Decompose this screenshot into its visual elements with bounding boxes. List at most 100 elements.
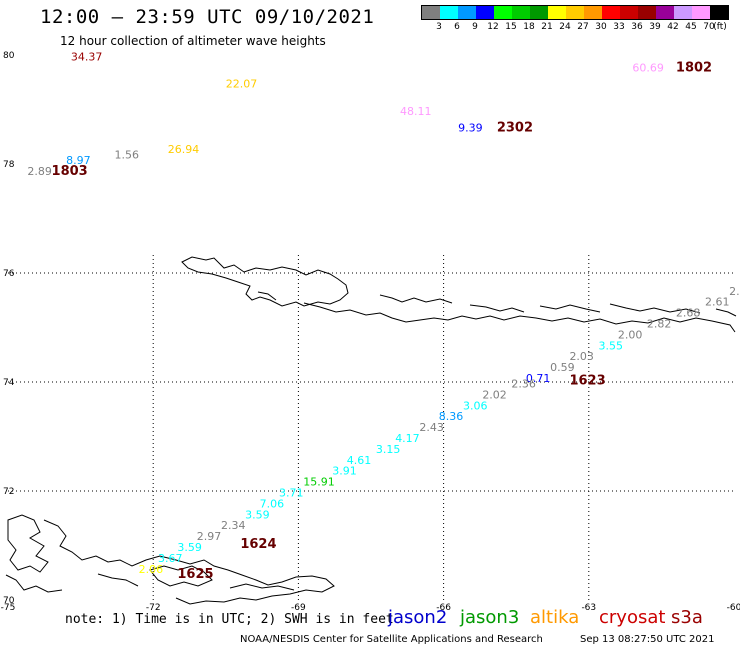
graticule bbox=[8, 255, 734, 600]
observations-layer: 34.37 22.07 60.69 48.11 9.39 26.94 1.56 8.97 2.8… bbox=[27, 50, 740, 575]
wave-height-label: 2.34 bbox=[221, 519, 246, 532]
legend-swatch bbox=[674, 6, 692, 19]
wave-height-label: 4.17 bbox=[395, 432, 420, 445]
map-title: 12:00 – 23:59 UTC 09/10/2021 bbox=[40, 6, 375, 28]
legend-tick-label: 70 bbox=[703, 22, 715, 32]
legend-swatch bbox=[656, 6, 674, 19]
pass-time-label: 1802 bbox=[676, 60, 712, 75]
wave-height-label: 0.71 bbox=[526, 372, 551, 385]
wave-height-label: 2.03 bbox=[569, 350, 594, 363]
wave-height-label: 34.37 bbox=[71, 50, 103, 63]
legend-swatch bbox=[476, 6, 494, 19]
wave-height-label: 2.00 bbox=[618, 328, 643, 341]
satellite-jason2: jason2 bbox=[388, 607, 448, 628]
wave-height-label: 3.91 bbox=[332, 465, 357, 478]
legend-swatch bbox=[710, 6, 728, 19]
legend-ticks: 3 6 9 12 15 18 21 24 27 30 33 36 39 42 45 70 (ft) bbox=[421, 20, 729, 34]
satellite-cryosat: cryosat bbox=[599, 607, 666, 628]
wave-height-label: 60.69 bbox=[632, 61, 664, 74]
wave-height-label: 2.43 bbox=[419, 421, 444, 434]
x-tick-label: -75 bbox=[1, 603, 16, 613]
map-subtitle: 12 hour collection of altimeter wave hei… bbox=[60, 34, 326, 48]
generated-timestamp: Sep 13 08:27:50 UTC 2021 bbox=[580, 634, 715, 645]
wave-height-label: 0.59 bbox=[550, 361, 575, 374]
legend-swatch bbox=[494, 6, 512, 19]
wave-height-label: 3.67 bbox=[158, 552, 183, 565]
legend-swatch bbox=[512, 6, 530, 19]
credit-text: NOAA/NESDIS Center for Satellite Applica… bbox=[240, 634, 543, 645]
color-legend: 3 6 9 12 15 18 21 24 27 30 33 36 39 42 45 70 (ft) bbox=[421, 5, 729, 34]
satellite-s3a: s3a bbox=[671, 607, 703, 628]
legend-swatches bbox=[421, 5, 729, 20]
legend-tick-label: 12 bbox=[487, 22, 499, 32]
wave-height-label: 7.06 bbox=[260, 497, 285, 510]
legend-swatch bbox=[602, 6, 620, 19]
y-tick-label: 70 bbox=[3, 596, 15, 606]
legend-swatch bbox=[530, 6, 548, 19]
wave-height-label: 15.91 bbox=[303, 476, 335, 489]
pass-time-label: 2302 bbox=[497, 120, 533, 135]
wave-height-label: 2.02 bbox=[482, 388, 507, 401]
coastline bbox=[5, 256, 737, 605]
wave-height-label: 3.15 bbox=[376, 443, 401, 456]
legend-tick-label: 24 bbox=[559, 22, 571, 32]
wave-height-label: 3.06 bbox=[463, 399, 488, 412]
legend-tick-label: 9 bbox=[472, 22, 478, 32]
wave-height-label: 2.61 bbox=[705, 296, 730, 309]
legend-swatch bbox=[548, 6, 566, 19]
pass-time-label: 1803 bbox=[52, 164, 88, 179]
x-tick-label: -60 bbox=[727, 603, 740, 613]
wave-height-label: 26.94 bbox=[168, 143, 200, 156]
wave-height-label: 2.36 bbox=[511, 377, 536, 390]
legend-swatch bbox=[566, 6, 584, 19]
y-tick-label: 78 bbox=[3, 160, 15, 170]
wave-height-label: 2.8 bbox=[729, 285, 740, 298]
wave-height-label: 3.59 bbox=[245, 508, 270, 521]
wave-height-label: 3.55 bbox=[598, 339, 623, 352]
wave-height-label: 2.89 bbox=[27, 165, 52, 178]
legend-tick-label: 6 bbox=[454, 22, 460, 32]
wave-height-label: 2.82 bbox=[647, 318, 672, 331]
x-tick-label: -63 bbox=[581, 603, 596, 613]
y-tick-label: 76 bbox=[3, 269, 15, 279]
satellite-altika: altika bbox=[530, 607, 580, 628]
legend-tick-label: 39 bbox=[649, 22, 661, 32]
legend-unit: (ft) bbox=[713, 22, 727, 32]
legend-swatch bbox=[422, 6, 440, 19]
legend-tick-label: 21 bbox=[541, 22, 553, 32]
wave-height-label: 8.97 bbox=[66, 154, 91, 167]
legend-tick-label: 15 bbox=[505, 22, 517, 32]
legend-tick-label: 30 bbox=[595, 22, 607, 32]
wave-height-label: 48.11 bbox=[400, 105, 432, 118]
greenland-coastline bbox=[181, 256, 349, 307]
legend-tick-label: 42 bbox=[667, 22, 679, 32]
time-labels-layer: 1802 2302 1803 1623 1624 1625 bbox=[52, 60, 713, 582]
legend-swatch bbox=[584, 6, 602, 19]
y-tick-label: 80 bbox=[3, 51, 15, 61]
legend-tick-label: 36 bbox=[631, 22, 643, 32]
legend-swatch bbox=[692, 6, 710, 19]
satellite-jason3: jason3 bbox=[460, 607, 520, 628]
wave-height-label: 2.68 bbox=[676, 307, 701, 320]
wave-height-label: 2.06 bbox=[139, 563, 164, 576]
legend-tick-label: 45 bbox=[685, 22, 697, 32]
wave-height-label: 9.39 bbox=[458, 121, 483, 134]
axis-labels: -75 -72 -69 -66 -63 -60 70 72 74 76 78 80 bbox=[1, 51, 740, 613]
wave-height-label: 1.56 bbox=[114, 149, 139, 162]
pass-time-label: 1624 bbox=[240, 537, 276, 552]
x-tick-label: -69 bbox=[291, 603, 306, 613]
x-tick-label: -72 bbox=[146, 603, 161, 613]
pass-time-label: 1625 bbox=[177, 567, 213, 582]
legend-tick-label: 18 bbox=[523, 22, 535, 32]
legend-tick-label: 3 bbox=[436, 22, 442, 32]
baffin-island-coastline bbox=[7, 514, 49, 573]
legend-tick-label: 33 bbox=[613, 22, 625, 32]
wave-height-label: 2.97 bbox=[197, 530, 222, 543]
legend-swatch bbox=[440, 6, 458, 19]
wave-height-label: 3.59 bbox=[177, 541, 202, 554]
legend-tick-label: 27 bbox=[577, 22, 589, 32]
wave-height-label: 4.61 bbox=[347, 454, 372, 467]
legend-swatch bbox=[638, 6, 656, 19]
legend-swatch bbox=[620, 6, 638, 19]
